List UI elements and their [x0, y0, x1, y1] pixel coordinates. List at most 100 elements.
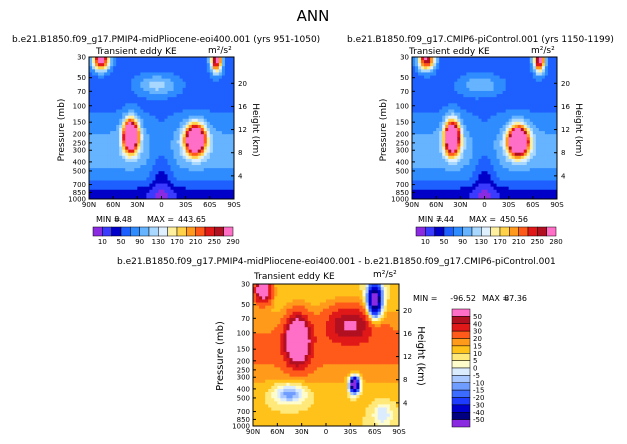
- heatmap-cell: [140, 97, 144, 101]
- heatmap-cell: [146, 152, 150, 157]
- heatmap-cell: [152, 66, 156, 70]
- heatmap-cell: [134, 155, 138, 160]
- heatmap-cell: [496, 146, 500, 151]
- heatmap-cell: [517, 174, 522, 178]
- heatmap-cell: [110, 57, 114, 61]
- heatmap-cell: [262, 422, 266, 427]
- heatmap-cell: [427, 192, 431, 197]
- heatmap-cell: [122, 63, 126, 67]
- heatmap-cell: [182, 78, 187, 83]
- heatmap-cell: [517, 57, 522, 61]
- heatmap-cell: [268, 410, 272, 415]
- heatmap-cell: [508, 137, 513, 141]
- heatmap-cell: [164, 87, 168, 92]
- heatmap-cell: [173, 90, 177, 95]
- heatmap-cell: [131, 134, 135, 138]
- min-label: MIN =: [418, 215, 443, 224]
- heatmap-cell: [98, 174, 102, 178]
- heatmap-cell: [104, 137, 108, 141]
- heatmap-cell: [191, 121, 196, 126]
- heatmap-cell: [505, 100, 510, 104]
- heatmap-cell: [197, 174, 202, 178]
- heatmap-cell: [517, 69, 522, 73]
- heatmap-cell: [116, 186, 120, 191]
- heatmap-cell: [92, 118, 96, 123]
- heatmap-cell: [104, 118, 108, 123]
- heatmap-cell: [418, 165, 422, 169]
- heatmap-cell: [538, 100, 543, 104]
- heatmap-cell: [412, 84, 416, 89]
- heatmap-cell: [107, 115, 111, 120]
- heatmap-cell: [262, 407, 266, 411]
- heatmap-cell: [496, 106, 500, 110]
- heatmap-cell: [457, 189, 461, 194]
- heatmap-cell: [110, 146, 114, 151]
- heatmap-cell: [271, 379, 275, 384]
- heatmap-cell: [439, 94, 443, 98]
- heatmap-cell: [439, 195, 443, 200]
- heatmap-cell: [167, 137, 171, 141]
- heatmap-cell: [514, 195, 519, 200]
- heatmap-cell: [457, 109, 461, 113]
- heatmap-cell: [191, 63, 196, 67]
- max-label: MAX =: [147, 215, 174, 224]
- heatmap-cell: [538, 63, 543, 67]
- colorbar-swatch: [518, 226, 529, 237]
- heatmap-cell: [430, 57, 434, 61]
- heatmap-cell: [173, 103, 177, 107]
- heatmap-cell: [146, 165, 150, 169]
- heatmap-cell: [517, 152, 522, 157]
- heatmap-cell: [89, 128, 93, 132]
- heatmap-cell: [415, 158, 419, 163]
- heatmap-cell: [191, 146, 196, 151]
- heatmap-cell: [110, 134, 114, 138]
- heatmap-cell: [439, 186, 443, 191]
- heatmap-cell: [101, 140, 105, 144]
- heatmap-cell: [442, 186, 446, 191]
- heatmap-cell: [191, 140, 196, 144]
- heatmap-cell: [164, 161, 168, 166]
- heatmap-cell: [508, 177, 513, 181]
- heatmap-cell: [197, 140, 202, 144]
- heatmap-cell: [98, 183, 102, 188]
- heatmap-cell: [511, 186, 516, 191]
- heatmap-cell: [122, 124, 126, 129]
- heatmap-cell: [262, 351, 266, 356]
- heatmap-cell: [253, 385, 257, 390]
- heatmap-cell: [188, 195, 193, 200]
- heatmap-cell: [478, 171, 482, 175]
- heatmap-cell: [415, 146, 419, 151]
- heatmap-cell: [125, 57, 129, 61]
- heatmap-cell: [493, 171, 497, 175]
- heatmap-cell: [532, 165, 537, 169]
- heatmap-cell: [538, 87, 543, 92]
- heatmap-cell: [265, 355, 269, 359]
- heatmap-cell: [101, 90, 105, 95]
- heatmap-cell: [131, 155, 135, 160]
- heatmap-cell: [206, 134, 211, 138]
- heatmap-cell: [550, 128, 555, 132]
- heatmap-cell: [481, 63, 485, 67]
- heatmap-cell: [167, 131, 171, 135]
- heatmap-cell: [466, 180, 470, 184]
- heatmap-cell: [544, 81, 549, 86]
- heatmap-cell: [110, 149, 114, 154]
- heatmap-cell: [412, 149, 416, 154]
- heatmap-cell: [161, 195, 165, 200]
- heatmap-cell: [478, 146, 482, 151]
- heatmap-cell: [430, 118, 434, 123]
- heatmap-cell: [454, 146, 458, 151]
- heatmap-cell: [439, 140, 443, 144]
- heatmap-cell: [271, 370, 275, 374]
- heatmap-cell: [412, 72, 416, 76]
- heatmap-cell: [218, 69, 223, 73]
- heatmap-cell: [433, 152, 437, 157]
- heatmap-cell: [206, 106, 211, 110]
- heatmap-cell: [89, 134, 93, 138]
- heatmap-cell: [265, 413, 269, 418]
- heatmap-cell: [505, 183, 510, 188]
- heatmap-cell: [454, 66, 458, 70]
- heatmap-cell: [547, 87, 552, 92]
- heatmap-cell: [520, 66, 525, 70]
- heatmap-cell: [185, 69, 190, 73]
